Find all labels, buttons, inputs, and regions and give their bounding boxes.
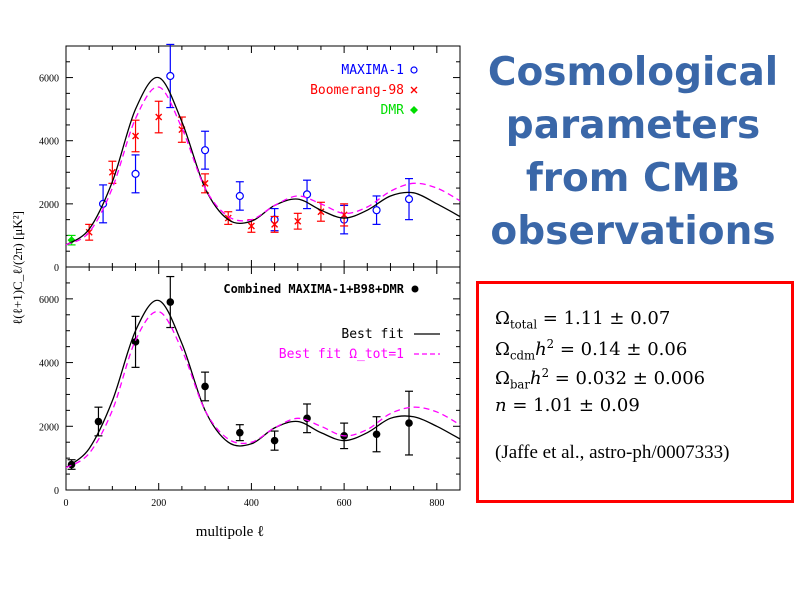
title-line: from CMB — [525, 156, 741, 201]
boomerang-point — [224, 214, 232, 222]
legend-label: Best fit — [341, 327, 404, 342]
boomerang-point — [294, 217, 302, 225]
best-fit-omega1-curve — [66, 311, 460, 467]
legend-marker — [410, 66, 418, 74]
x-axis-label: multipole ℓ — [196, 524, 264, 540]
citation: (Jaffe et al., astro-ph/0007333) — [495, 442, 730, 463]
combined-point — [405, 419, 413, 427]
boomerang-point — [132, 132, 140, 140]
boomerang-point — [271, 220, 279, 228]
y-tick-label: 0 — [54, 486, 59, 497]
title-line: observations — [490, 209, 776, 254]
plot-frame — [65, 266, 461, 491]
result-omega-cdm: Ωcdmh2 = 0.14 ± 0.06 — [495, 337, 688, 363]
x-tick-label: 0 — [64, 498, 69, 509]
best-fit-omega1-curve — [66, 87, 460, 245]
cmb-power-spectrum-figure: 0200040006000MAXIMA-1Boomerang-98DMRℓ(ℓ+… — [10, 43, 461, 540]
maxima-point — [302, 190, 312, 199]
x-tick-label: 400 — [244, 498, 259, 509]
legend-label: DMR — [381, 103, 405, 118]
x-tick-label: 800 — [429, 498, 444, 509]
combined-point — [201, 382, 209, 391]
results-box: Ωtotal = 1.11 ± 0.07 Ωcdmh2 = 0.14 ± 0.0… — [476, 281, 794, 503]
x-tick-label: 600 — [337, 498, 352, 509]
y-axis-label: ℓ(ℓ+1)C_ℓ/(2π) [μK²] — [10, 211, 25, 325]
combined-point — [131, 338, 140, 346]
y-tick-label: 6000 — [39, 295, 59, 306]
best-fit-curve — [66, 300, 460, 467]
maxima-point — [166, 71, 175, 81]
x-tick-label: 200 — [151, 498, 166, 509]
combined-point — [236, 428, 244, 437]
boomerang-point — [201, 179, 209, 187]
maxima-point — [372, 206, 381, 215]
y-tick-label: 4000 — [39, 359, 59, 370]
maxima-point — [131, 169, 140, 178]
y-tick-label: 4000 — [39, 137, 59, 148]
legend-label: Combined MAXIMA-1+B98+DMR — [223, 282, 404, 296]
legend-marker — [410, 106, 418, 114]
boomerang-point — [155, 113, 163, 121]
result-spectral-index: n = 1.01 ± 0.09 — [495, 395, 640, 416]
combined-point — [166, 298, 175, 306]
title-line: parameters — [505, 103, 761, 148]
maxima-point — [200, 146, 210, 155]
combined-point — [94, 417, 103, 426]
boomerang-point — [247, 222, 255, 230]
combined-point — [270, 436, 279, 445]
result-omega-total: Ωtotal = 1.11 ± 0.07 — [495, 308, 671, 332]
legend-label: MAXIMA-1 — [341, 63, 404, 78]
title-line: Cosmological — [487, 50, 779, 95]
y-tick-label: 2000 — [39, 200, 59, 211]
slide-title: Cosmological parameters from CMB observa… — [478, 46, 788, 258]
plot-frame — [65, 45, 461, 268]
maxima-point — [404, 195, 414, 204]
combined-point — [372, 430, 381, 439]
legend-label: Boomerang-98 — [310, 83, 404, 98]
y-tick-label: 0 — [54, 263, 59, 274]
maxima-point — [235, 191, 244, 201]
boomerang-point — [317, 208, 325, 216]
boomerang-point — [340, 211, 348, 219]
combined-point — [303, 414, 311, 423]
y-tick-label: 2000 — [39, 422, 59, 433]
legend-label: Best fit Ω_tot=1 — [279, 347, 404, 362]
legend-marker — [410, 86, 418, 94]
result-omega-bar: Ωbarh2 = 0.032 ± 0.006 — [495, 366, 706, 392]
y-tick-label: 6000 — [39, 74, 59, 85]
boomerang-point — [108, 168, 116, 176]
legend-marker — [411, 285, 419, 293]
dmr-point — [67, 236, 76, 245]
